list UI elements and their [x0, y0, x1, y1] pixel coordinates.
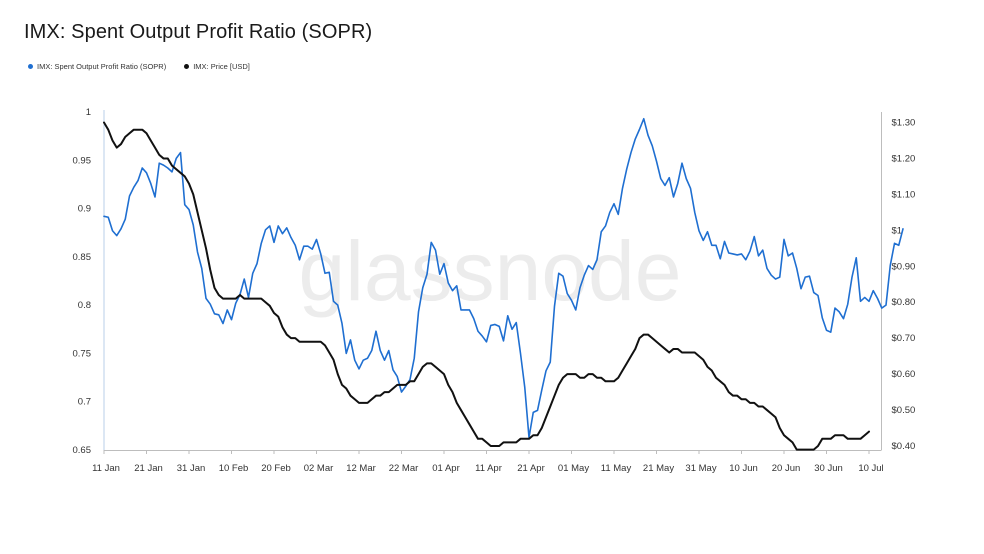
left-tick-label: 0.95	[73, 155, 92, 166]
legend-label-price: IMX: Price [USD]	[193, 62, 250, 71]
chart-title: IMX: Spent Output Profit Ratio (SOPR)	[24, 21, 373, 43]
right-tick-label: $0.50	[892, 405, 916, 416]
legend-dot-sopr	[28, 64, 33, 69]
x-tick-label: 20 Jun	[772, 463, 801, 474]
right-tick-label: $1.10	[892, 189, 916, 200]
x-tick-label: 21 Jan	[134, 463, 163, 474]
right-tick-label: $0.40	[892, 441, 916, 452]
chart-axes: 1 0.95 0.9 0.85 0.8 0.75 0.7 0.65 $1.30 $1.20 $1.1…	[73, 107, 916, 474]
x-tick-label: 11 Jan	[92, 463, 120, 474]
left-tick-label: 0.65	[73, 445, 92, 456]
x-tick-label: 11 May	[601, 463, 632, 474]
right-tick-label: $1.30	[892, 118, 916, 129]
x-tick-label: 10 Feb	[219, 463, 249, 474]
legend-label-sopr: IMX: Spent Output Profit Ratio (SOPR)	[37, 62, 167, 71]
legend-item-sopr[interactable]: IMX: Spent Output Profit Ratio (SOPR)	[28, 62, 166, 71]
watermark: glassnode	[299, 224, 682, 318]
x-tick-label: 11 Apr	[475, 463, 502, 474]
right-tick-label: $0.60	[892, 369, 916, 380]
right-tick-label: $1	[892, 225, 903, 236]
chart-legend: IMX: Spent Output Profit Ratio (SOPR) IM…	[28, 62, 250, 71]
legend-dot-price	[184, 64, 190, 69]
x-tick-label: 10 Jul	[858, 463, 883, 474]
price-line	[103, 121, 870, 451]
x-tick-label: 21 May	[643, 463, 674, 474]
x-tick-label: 30 Jun	[814, 463, 843, 474]
x-tick-label: 01 May	[558, 463, 589, 474]
x-tick-label: 10 Jun	[729, 463, 758, 474]
x-tick-label: 02 Mar	[304, 463, 334, 474]
right-tick-label: $0.70	[892, 333, 916, 344]
x-tick-label: 31 Jan	[177, 463, 206, 474]
series-layer	[103, 117, 904, 451]
left-tick-label: 1	[86, 107, 91, 118]
x-tick-label: 12 Mar	[346, 463, 376, 474]
left-tick-label: 0.7	[78, 397, 91, 408]
left-tick-label: 0.85	[73, 252, 92, 263]
x-tick-label: 01 Apr	[432, 463, 459, 474]
right-tick-label: $0.90	[892, 261, 916, 272]
right-tick-label: $0.80	[892, 297, 916, 308]
legend-item-price[interactable]: IMX: Price [USD]	[184, 62, 250, 71]
left-tick-label: 0.8	[78, 300, 91, 311]
x-tick-label: 22 Mar	[389, 463, 419, 474]
right-tick-label: $1.20	[892, 153, 916, 164]
left-tick-label: 0.75	[73, 348, 92, 359]
x-tick-label: 20 Feb	[261, 463, 291, 474]
left-tick-label: 0.9	[78, 204, 91, 215]
x-tick-label: 31 May	[685, 463, 716, 474]
x-tick-label: 21 Apr	[517, 463, 544, 474]
sopr-line	[103, 117, 904, 439]
